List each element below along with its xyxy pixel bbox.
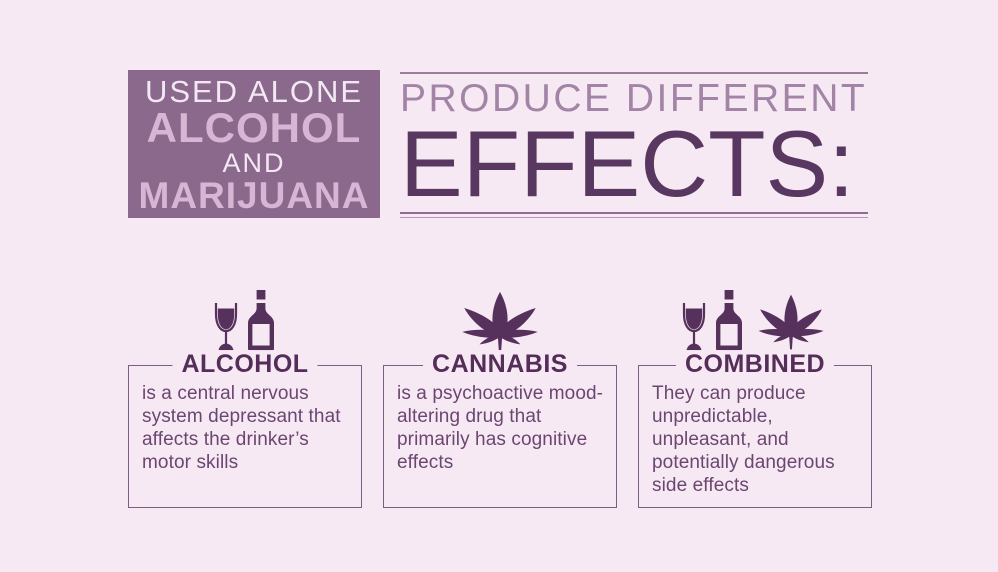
title-block: PRODUCE DIFFERENT EFFECTS: xyxy=(400,72,868,219)
badge-alcohol-text: ALCOHOL xyxy=(146,103,362,151)
cannabis-description: is a psychoactive mood-altering drug tha… xyxy=(397,383,604,473)
title-badge: USED ALONE ALCOHOL AND MARIJUANA xyxy=(128,70,380,218)
column-combined: COMBINED They can produce unpredictable,… xyxy=(638,288,872,508)
cannabis-leaf-icon xyxy=(753,293,829,351)
combined-heading: COMBINED xyxy=(675,350,835,380)
wine-glass-and-bottle-icon xyxy=(214,290,276,354)
combined-description: They can produce unpredictable, unpleasa… xyxy=(652,383,835,496)
alcohol-heading: ALCOHOL xyxy=(172,350,318,380)
cannabis-leaf-icon xyxy=(456,290,544,354)
cannabis-info-box: CANNABIS is a psychoactive mood-altering… xyxy=(383,350,617,508)
alcohol-description: is a central nervous system depressant t… xyxy=(142,383,341,473)
title-top-rule xyxy=(400,72,868,74)
badge-and-text: AND xyxy=(222,147,286,178)
column-cannabis: CANNABIS is a psychoactive mood-altering… xyxy=(383,288,617,508)
cannabis-icon-row xyxy=(383,288,617,354)
badge-used-alone-text: USED ALONE xyxy=(144,73,364,109)
title-produce-different: PRODUCE DIFFERENT xyxy=(400,77,868,120)
combined-icon-row xyxy=(638,288,872,354)
cannabis-heading: CANNABIS xyxy=(423,350,577,380)
combined-info-box: COMBINED They can produce unpredictable,… xyxy=(638,350,872,508)
title-underline-thin xyxy=(400,217,868,219)
column-alcohol: ALCOHOL is a central nervous system depr… xyxy=(128,288,362,508)
wine-glass-and-bottle-icon xyxy=(682,290,744,354)
alcohol-icon-row xyxy=(128,288,362,354)
badge-marijuana-text: MARIJUANA xyxy=(138,174,370,216)
title-underline xyxy=(400,212,868,215)
title-effects: EFFECTS: xyxy=(400,111,855,216)
alcohol-info-box: ALCOHOL is a central nervous system depr… xyxy=(128,350,362,508)
